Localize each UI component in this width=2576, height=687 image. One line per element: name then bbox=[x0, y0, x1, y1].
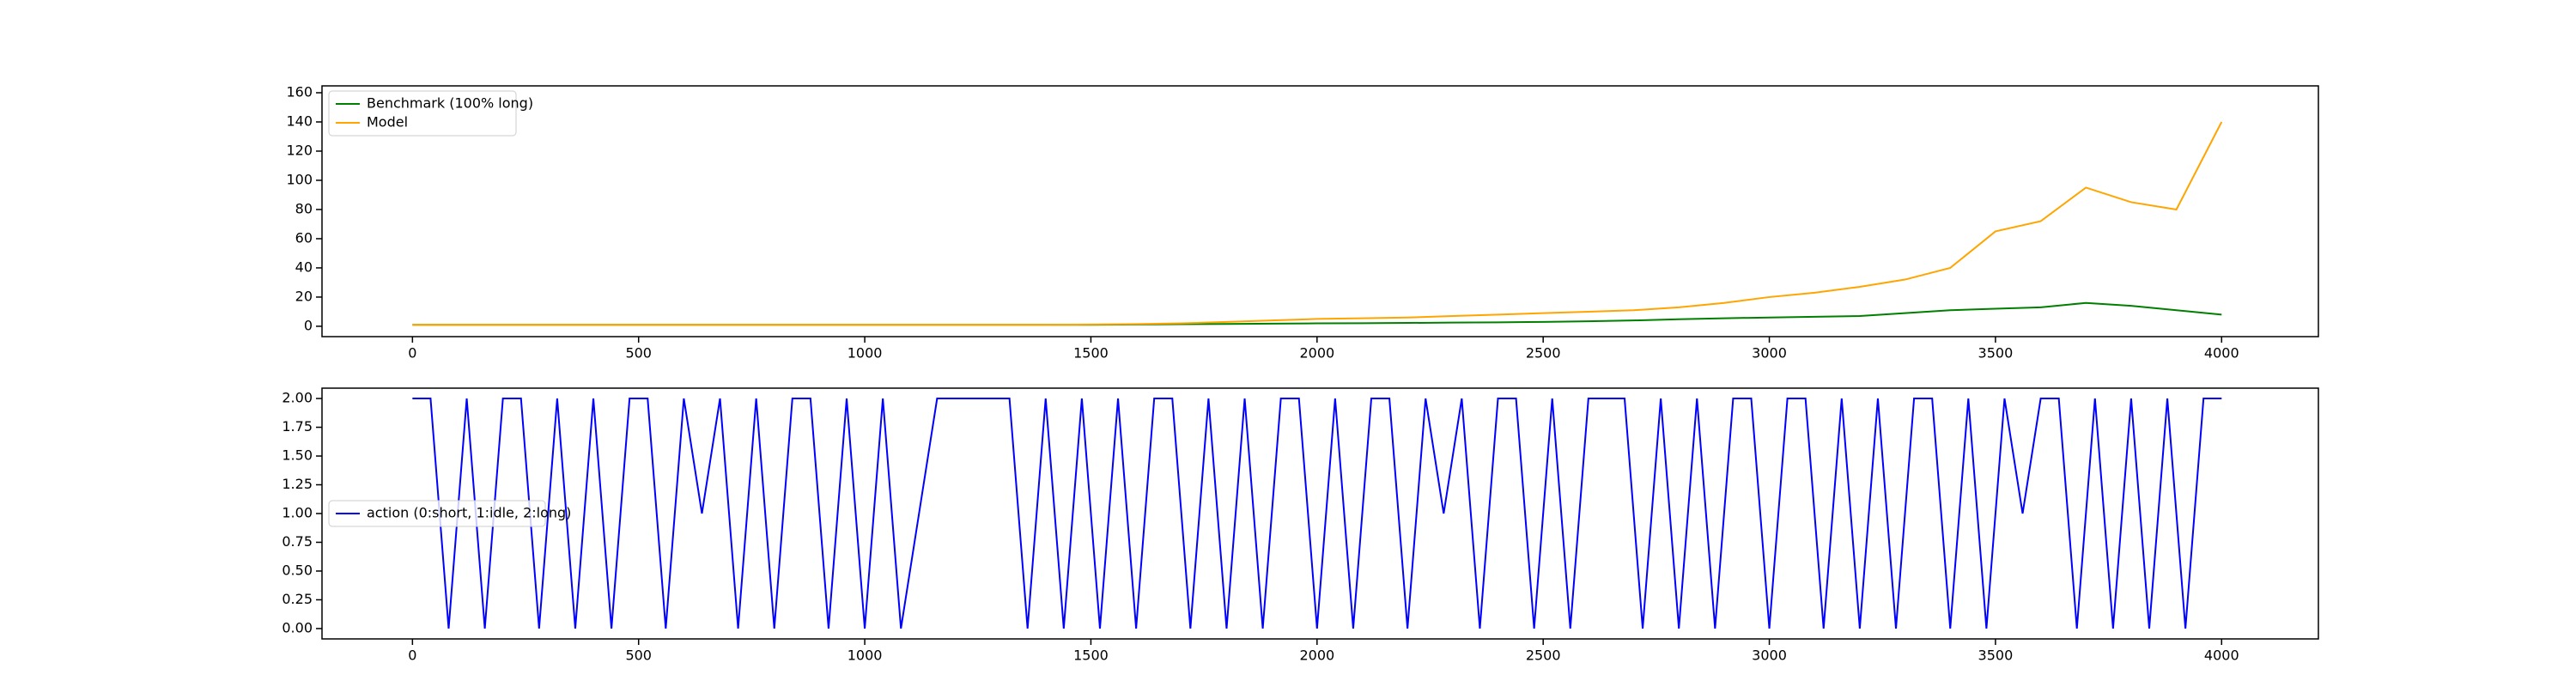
x-tick-label: 1000 bbox=[848, 345, 883, 362]
series-line bbox=[412, 398, 2222, 629]
x-tick-label: 1500 bbox=[1073, 345, 1109, 362]
x-tick-label: 3000 bbox=[1752, 345, 1787, 362]
x-tick-label: 3000 bbox=[1752, 647, 1787, 664]
x-tick-label: 2000 bbox=[1299, 647, 1334, 664]
series-line bbox=[412, 121, 2223, 326]
legend-box bbox=[328, 500, 546, 527]
x-tick-label: 4000 bbox=[2204, 647, 2239, 664]
y-tick-label: 2.00 bbox=[282, 390, 313, 406]
y-tick-label: 120 bbox=[286, 142, 313, 158]
legend-label: Benchmark (100% long) bbox=[367, 95, 533, 112]
y-tick-label: 0.75 bbox=[282, 533, 313, 550]
y-tick-label: 140 bbox=[286, 112, 313, 129]
y-tick-label: 80 bbox=[295, 200, 313, 216]
y-tick-label: 1.50 bbox=[282, 447, 313, 464]
y-tick-label: 1.75 bbox=[282, 418, 313, 435]
x-tick-label: 0 bbox=[408, 647, 416, 664]
y-tick-label: 160 bbox=[286, 83, 313, 100]
x-tick-label: 4000 bbox=[2204, 345, 2239, 362]
y-tick-label: 0 bbox=[304, 317, 313, 333]
x-tick-label: 1000 bbox=[848, 647, 883, 664]
y-tick-label: 20 bbox=[295, 288, 313, 304]
axes-frame bbox=[321, 85, 2319, 337]
x-tick-label: 2500 bbox=[1526, 345, 1561, 362]
x-tick-label: 500 bbox=[625, 647, 652, 664]
x-tick-label: 500 bbox=[625, 345, 652, 362]
y-tick-label: 1.25 bbox=[282, 476, 313, 492]
y-tick-label: 60 bbox=[295, 229, 313, 246]
legend-label: action (0:short, 1:idle, 2:long) bbox=[367, 505, 571, 521]
y-tick-label: 1.00 bbox=[282, 505, 313, 521]
legend-label: Model bbox=[367, 114, 408, 131]
x-tick-label: 3500 bbox=[1978, 345, 2014, 362]
x-tick-label: 1500 bbox=[1073, 647, 1109, 664]
legend-box bbox=[328, 90, 517, 137]
x-tick-label: 2000 bbox=[1299, 345, 1334, 362]
y-tick-label: 0.50 bbox=[282, 562, 313, 578]
axes-frame bbox=[321, 387, 2319, 640]
y-tick-label: 0.25 bbox=[282, 591, 313, 607]
y-tick-label: 40 bbox=[295, 258, 313, 275]
x-tick-label: 2500 bbox=[1526, 647, 1561, 664]
y-tick-label: 0.00 bbox=[282, 619, 313, 635]
series-line bbox=[412, 301, 2222, 326]
x-tick-label: 0 bbox=[408, 345, 416, 362]
y-tick-label: 100 bbox=[286, 171, 313, 187]
x-tick-label: 3500 bbox=[1978, 647, 2014, 664]
